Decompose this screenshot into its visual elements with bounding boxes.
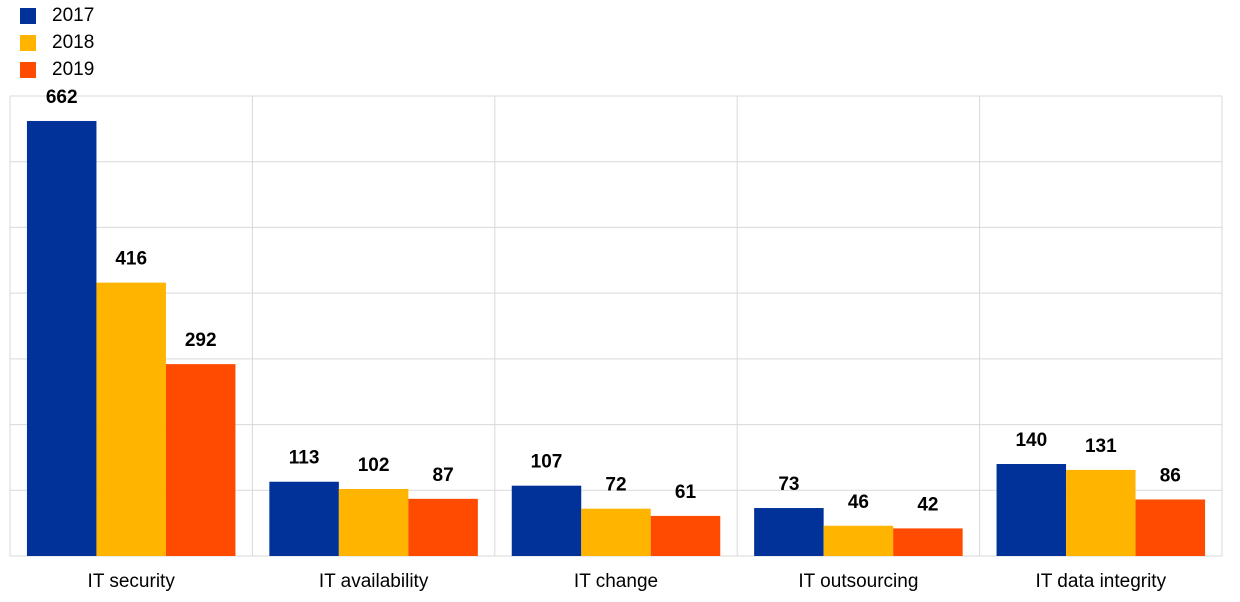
data-label-2017-4: 140	[1015, 430, 1047, 451]
bar-2019-1	[408, 498, 478, 556]
legend-item-2018: 2018	[20, 29, 94, 56]
bar-2019-2	[650, 515, 721, 556]
bar-2018-2	[581, 508, 651, 556]
legend-swatch-2019	[20, 61, 36, 78]
data-label-2017-0: 662	[46, 87, 78, 108]
bar-2017-0	[26, 120, 97, 556]
data-label-2019-0: 292	[185, 330, 217, 351]
data-label-2019-4: 86	[1160, 465, 1181, 486]
bar-2017-2	[511, 485, 582, 556]
legend-label-2017: 2017	[52, 4, 95, 26]
data-label-2017-1: 113	[289, 448, 320, 469]
data-label-2019-3: 42	[917, 494, 938, 515]
bar-2018-0	[96, 282, 166, 556]
data-label-2018-2: 72	[605, 475, 626, 496]
bar-2017-1	[269, 481, 339, 556]
bar-2019-0	[165, 364, 236, 556]
category-label-2: IT change	[574, 571, 658, 592]
legend-swatch-2017	[20, 7, 36, 24]
data-label-2018-0: 416	[115, 249, 147, 270]
data-label-2018-1: 102	[358, 455, 390, 476]
data-label-2017-3: 73	[778, 474, 799, 495]
category-label-0: IT security	[88, 571, 176, 592]
legend-item-2017: 2017	[20, 2, 94, 29]
bar-2019-3	[893, 528, 963, 556]
legend-item-2019: 2019	[20, 56, 94, 83]
data-label-2019-1: 87	[433, 465, 454, 486]
bar-2017-4	[996, 464, 1067, 556]
bar-2017-3	[754, 508, 824, 556]
data-label-2017-2: 107	[531, 452, 563, 473]
legend-label-2018: 2018	[52, 31, 95, 53]
data-label-2018-4: 131	[1085, 436, 1117, 457]
legend: 2017 2018 2019	[20, 2, 94, 83]
bar-2019-4	[1135, 499, 1206, 556]
legend-swatch-2018	[20, 34, 36, 51]
category-label-1: IT availability	[319, 571, 429, 592]
bar-2018-4	[1066, 469, 1136, 556]
legend-label-2019: 2019	[52, 58, 95, 80]
data-label-2019-2: 61	[675, 482, 697, 503]
data-label-2018-3: 46	[848, 492, 869, 513]
bar-2018-3	[823, 525, 894, 556]
category-label-4: IT data integrity	[1035, 571, 1166, 592]
category-label-3: IT outsourcing	[798, 571, 918, 592]
bar-2018-1	[338, 488, 409, 556]
